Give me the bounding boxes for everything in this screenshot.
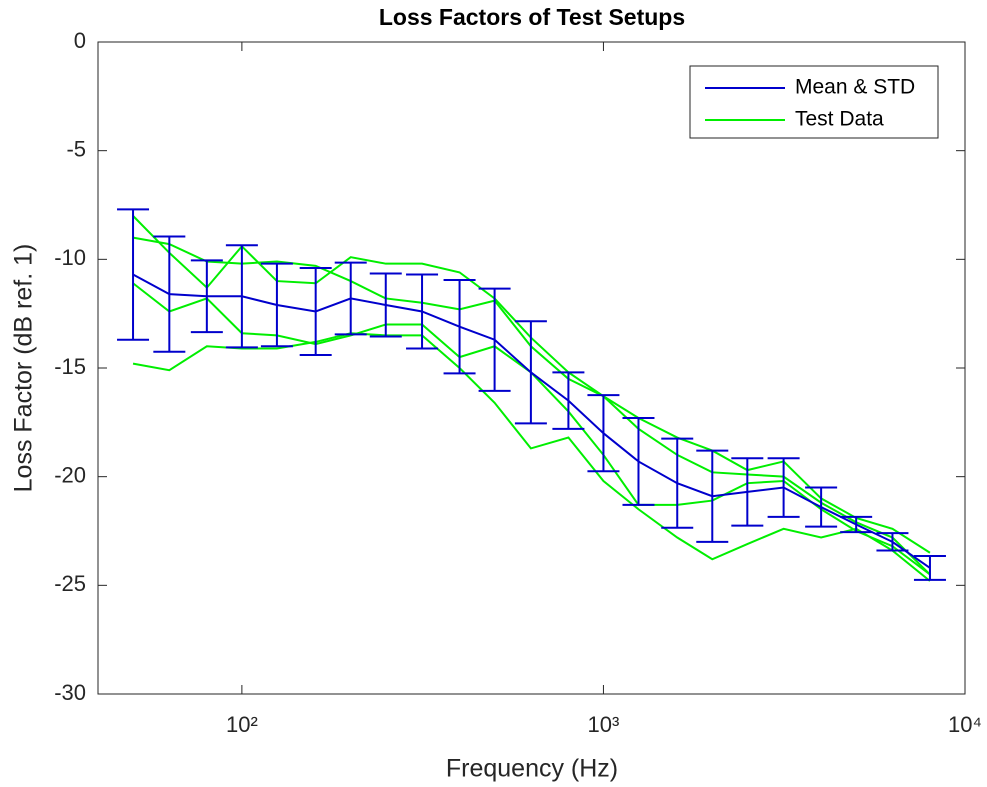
y-tick-label: -20 <box>54 462 86 487</box>
error-bar <box>443 278 476 375</box>
x-tick-label: 10² <box>226 712 258 737</box>
y-tick-label: 0 <box>74 28 86 53</box>
error-bar <box>190 259 223 334</box>
error-bar <box>369 272 402 338</box>
error-bar <box>876 532 909 552</box>
x-tick-label: 10³ <box>588 712 620 737</box>
error-bar <box>406 273 439 350</box>
error-bar <box>299 267 332 356</box>
error-bar <box>622 416 655 506</box>
error-bar <box>514 320 547 425</box>
error-bar <box>805 486 838 528</box>
error-bar <box>731 457 764 527</box>
y-tick-label: -30 <box>54 680 86 705</box>
test-data-line <box>132 332 931 582</box>
y-tick-label: -10 <box>54 245 86 270</box>
y-axis-label: Loss Factor (dB ref. 1) <box>10 244 38 493</box>
error-bar <box>587 394 620 473</box>
x-axis-label: Frequency (Hz) <box>446 755 618 783</box>
error-bar <box>913 554 946 581</box>
error-bar <box>840 515 873 534</box>
legend-box <box>689 65 939 139</box>
error-bar <box>767 457 800 518</box>
legend-label: Test Data <box>795 108 884 131</box>
error-bar <box>153 235 186 353</box>
y-tick-label: -15 <box>54 354 86 379</box>
error-bar <box>552 371 585 430</box>
y-tick-label: -25 <box>54 571 86 596</box>
error-bar <box>696 449 729 543</box>
y-tick-label: -5 <box>66 136 86 161</box>
error-bar <box>478 287 511 392</box>
error-bar <box>117 208 150 341</box>
chart-title: Loss Factors of Test Setups <box>379 4 685 30</box>
error-bar <box>661 437 694 529</box>
x-tick-label: 10⁴ <box>948 712 982 737</box>
error-bar <box>260 262 293 348</box>
error-bar <box>225 244 258 349</box>
legend-label: Mean & STD <box>795 76 915 99</box>
error-bar <box>334 261 367 336</box>
